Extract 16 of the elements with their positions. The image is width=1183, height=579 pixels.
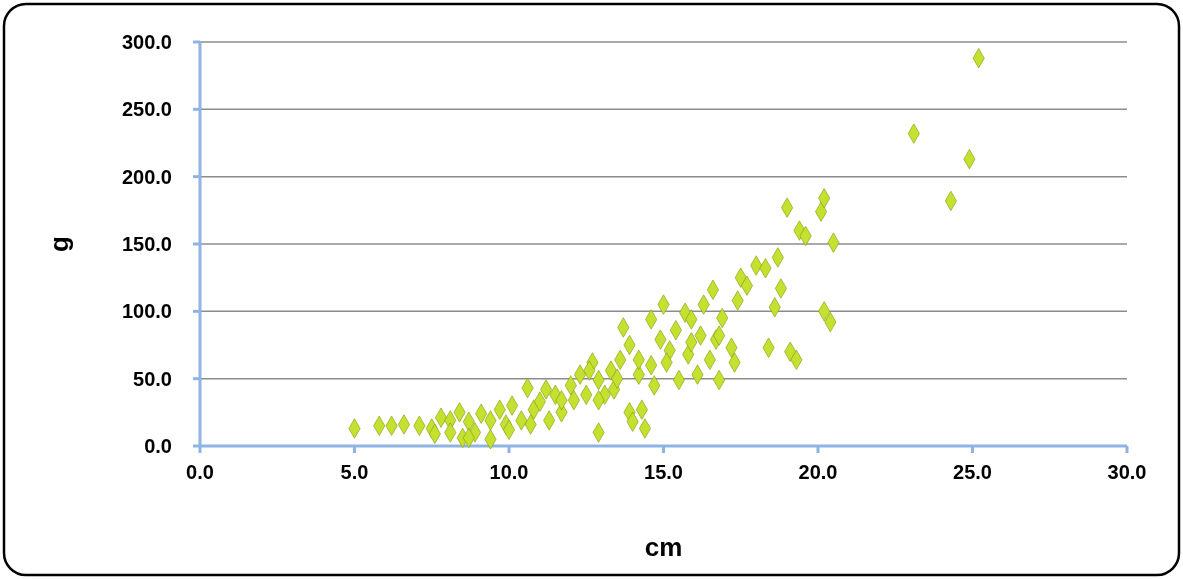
x-tick-label: 15.0 <box>644 461 683 483</box>
x-tick-label: 10.0 <box>489 461 529 483</box>
y-tick-label: 0.0 <box>144 435 172 457</box>
y-axis-title: g <box>44 236 74 252</box>
y-tick-label: 50.0 <box>133 367 172 390</box>
x-axis-title: cm <box>644 532 683 562</box>
y-tick-label: 150.0 <box>121 233 172 255</box>
y-tick-label: 250.0 <box>121 98 172 121</box>
y-tick-label: 200.0 <box>121 165 172 188</box>
x-tick-label: 25.0 <box>953 461 992 483</box>
x-tick-label: 5.0 <box>340 461 369 483</box>
x-tick-label: 30.0 <box>1107 461 1147 483</box>
x-tick-label: 0.0 <box>186 461 214 483</box>
x-tick-label: 20.0 <box>798 461 838 483</box>
y-tick-label: 300.0 <box>121 31 172 53</box>
y-tick-label: 100.0 <box>121 300 172 323</box>
